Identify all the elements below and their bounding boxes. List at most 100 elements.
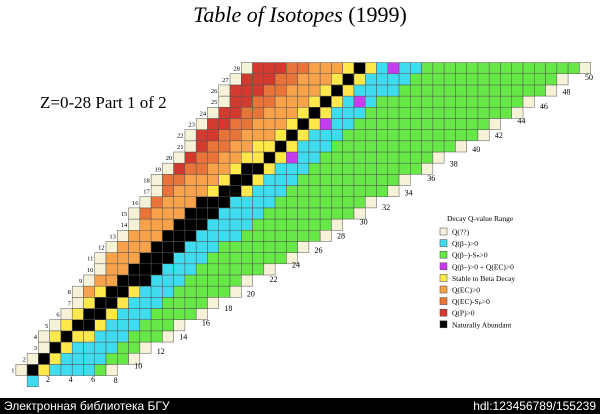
nuclide-cell [421,107,434,119]
nuclide-cell [297,118,310,130]
nuclide-cell [286,118,298,130]
nuclide-cell [49,330,62,343]
legend-swatch [439,308,448,317]
nuclide-cell [150,218,163,231]
nuclide-cell [308,107,321,119]
nuclide-cell [297,218,310,231]
nuclide-cell [195,285,208,298]
nuclide-cell [319,185,332,197]
nuclide-cell [421,118,434,130]
nuclide-cell [252,118,265,130]
nuclide-cell [162,196,174,209]
nuclide-cell [105,319,118,332]
nuclide-cell [319,174,332,186]
nuclide-cell [263,73,276,86]
nuclide-cell [263,241,276,253]
nuclide-cell [150,319,163,332]
nuclide-cell [331,140,343,153]
nuclide-cell [184,297,197,309]
z-label: 4 [34,334,38,341]
nuclide-cell [184,207,197,220]
nuclide-cell [195,207,208,220]
nuclide-cell [229,73,242,86]
legend-swatch [439,274,448,282]
nuclide-cell [342,162,355,175]
nuclide-cell [488,84,501,97]
nuclide-cell [364,185,377,197]
nuclide-cell [331,129,343,142]
nuclide-cell [184,230,197,242]
legend-label: Stable to Beta Decay [452,274,515,283]
nuclide-cell [364,107,377,119]
n-label: 32 [382,203,390,212]
nuclide-cell [94,263,107,276]
nuclide-cell [71,319,84,332]
nuclide-cell [229,118,242,130]
nuclide-cell [38,341,50,354]
nuclide-cell [252,140,265,153]
nuclide-cell [432,73,445,86]
n-label: 10 [134,362,142,371]
nuclide-cell [286,151,298,164]
nuclide-cell [71,364,84,376]
nuclide-cell [38,364,50,376]
nuclide-cell [195,263,208,276]
nuclide-cell [511,95,524,108]
nuclide-cell [387,84,400,97]
nuclide-cell [195,274,208,287]
nuclide-cell [173,285,186,298]
nuclide-cell [49,364,62,376]
legend-label: Q(EC)-Sₚ>0 [452,297,490,306]
nuclide-cell [534,73,546,86]
nuclide-cell [376,73,389,86]
nuclide-cell [128,218,141,231]
nuclide-cell [162,330,174,343]
nuclide-cell [297,230,310,242]
nuclide-cell [252,185,265,197]
nuclide-cell [297,241,310,253]
nuclide-cell [117,230,129,242]
nuclide-cell [477,84,490,97]
nuclide-cell [184,308,197,320]
nuclide-cell [274,185,287,197]
nuclide-cell [353,129,366,142]
nuclide-cell [432,107,445,119]
n-label: 28 [337,232,345,241]
nuclide-cell [364,62,377,74]
nuclide-cell [286,241,298,253]
nuclide-cell [342,151,355,164]
nuclide-cell [195,118,208,130]
nuclide-cell [195,297,208,309]
nuclide-cell [139,230,152,242]
nuclide-cell [353,95,366,108]
nuclide-cell [207,174,219,186]
nuclide-cell [195,185,208,197]
legend-label: Q(β–)>0 [452,239,478,248]
nuclide-cell [421,84,434,97]
nuclide-cell [195,252,208,265]
n-label: 42 [495,131,503,140]
legend-label: Naturally Abundant [452,320,512,329]
nuclide-cell [139,285,152,298]
nuclide-cell [252,84,265,97]
nuclide-cell [195,151,208,164]
nuclide-cell [511,84,524,97]
n-label: 44 [517,116,525,125]
nuclide-cell [353,174,366,186]
nuclide-cell [218,140,231,153]
nuclide-cell [60,352,73,365]
nuclide-cell [308,73,321,86]
legend-swatch [439,250,448,259]
nuclide-cell [263,174,276,186]
nuclide-cell [128,341,141,354]
nuclide-cell [229,107,242,119]
nuclide-cell [387,73,400,86]
nuclide-cell [319,62,332,74]
nuclide-cell [173,308,186,320]
nuclide-cell [421,62,434,74]
nuclide-cell [364,162,377,175]
nuclide-cell [545,62,558,74]
nuclide-grid [15,62,591,388]
nuclide-cell [342,196,355,209]
nuclide-cell [286,129,298,142]
